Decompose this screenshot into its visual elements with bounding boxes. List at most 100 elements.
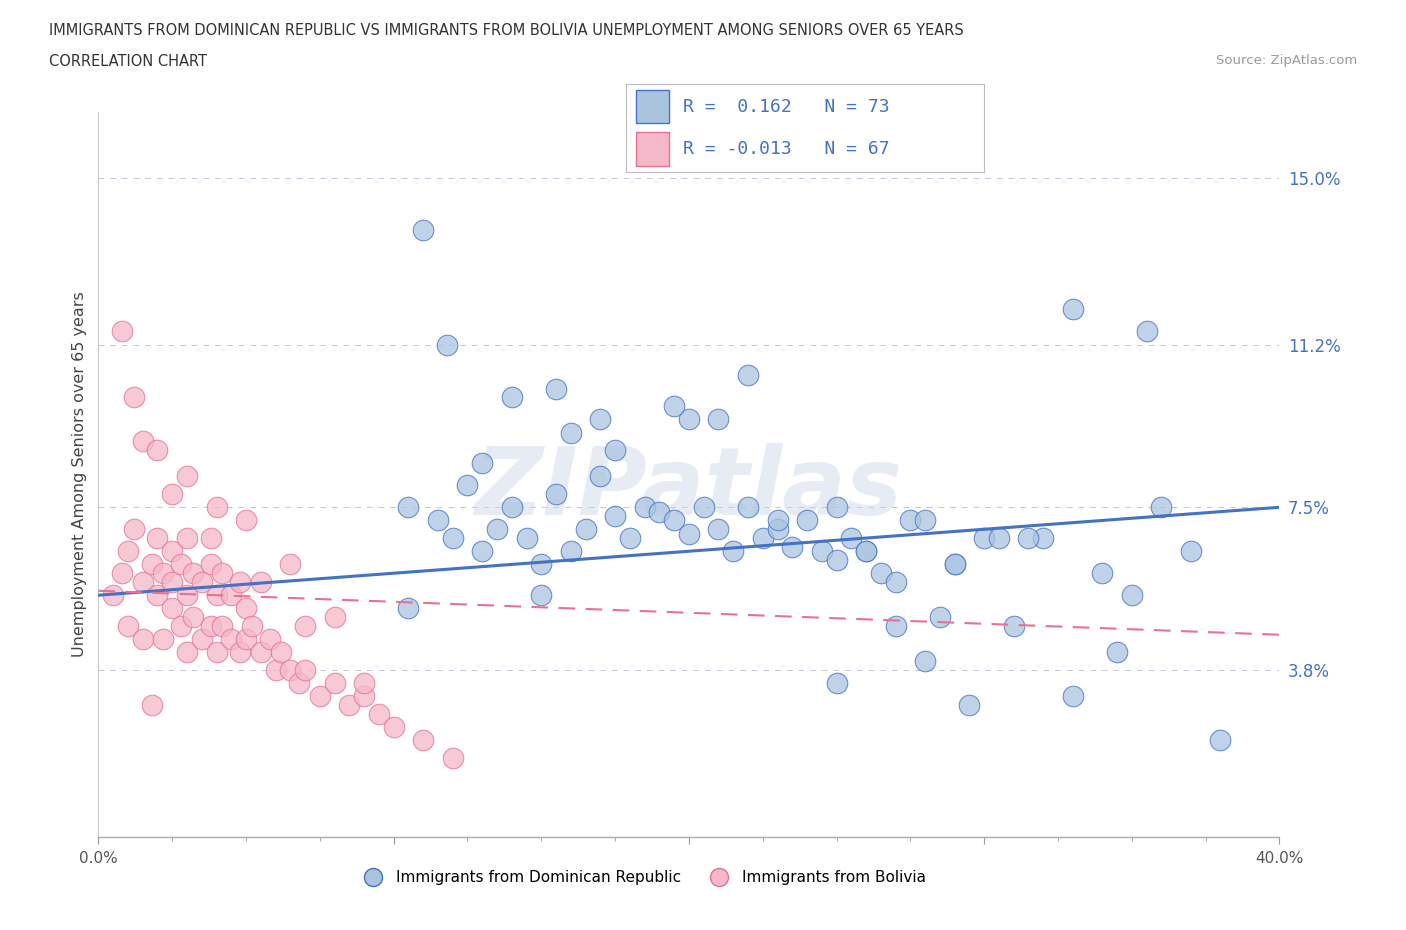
Point xyxy=(176,469,198,484)
Point xyxy=(117,618,139,633)
Point xyxy=(170,557,193,572)
Point xyxy=(1180,544,1202,559)
Point xyxy=(170,618,193,633)
Point xyxy=(782,539,804,554)
Point xyxy=(288,676,311,691)
Point xyxy=(250,644,273,659)
Text: R =  0.162   N = 73: R = 0.162 N = 73 xyxy=(683,98,890,115)
Point xyxy=(1018,531,1040,546)
Point xyxy=(205,499,228,514)
Point xyxy=(368,707,391,722)
Point xyxy=(111,324,134,339)
Point xyxy=(441,531,464,546)
Point xyxy=(152,565,174,580)
Point xyxy=(589,469,612,484)
Point xyxy=(737,499,759,514)
Point xyxy=(211,565,233,580)
Point xyxy=(471,456,494,471)
Point xyxy=(664,399,686,414)
Point xyxy=(412,733,434,748)
Point xyxy=(176,644,198,659)
Point xyxy=(825,499,848,514)
Point xyxy=(693,499,716,514)
Point xyxy=(382,720,405,735)
Point xyxy=(1209,733,1232,748)
Bar xyxy=(637,90,669,124)
Point xyxy=(959,698,981,712)
Point xyxy=(436,338,458,352)
Point xyxy=(560,544,582,559)
Point xyxy=(176,531,198,546)
Point xyxy=(900,513,922,528)
Point xyxy=(339,698,361,712)
Point xyxy=(1150,499,1173,514)
Legend: Immigrants from Dominican Republic, Immigrants from Bolivia: Immigrants from Dominican Republic, Immi… xyxy=(352,864,932,891)
Point xyxy=(605,509,627,524)
Point xyxy=(229,644,252,659)
Point xyxy=(796,513,818,528)
Bar xyxy=(637,132,669,166)
Point xyxy=(221,631,243,646)
Point xyxy=(634,499,657,514)
Point xyxy=(1062,302,1084,317)
Point xyxy=(810,544,832,559)
Point xyxy=(240,618,263,633)
Point xyxy=(146,531,169,546)
Point xyxy=(678,412,700,427)
Point xyxy=(870,565,893,580)
Point xyxy=(200,557,222,572)
Point xyxy=(1032,531,1054,546)
Point xyxy=(191,575,214,590)
Point xyxy=(546,486,568,501)
Point xyxy=(152,631,174,646)
Point xyxy=(309,689,332,704)
Point xyxy=(323,676,346,691)
Point xyxy=(162,486,183,501)
Point xyxy=(141,698,163,712)
Point xyxy=(294,662,316,677)
Point xyxy=(457,478,479,493)
Point xyxy=(162,544,183,559)
Point xyxy=(605,443,627,458)
Point xyxy=(200,531,222,546)
Point xyxy=(117,544,139,559)
Point xyxy=(471,544,494,559)
Point xyxy=(737,368,759,383)
Point xyxy=(111,565,134,580)
Point xyxy=(943,557,966,572)
Point xyxy=(398,499,420,514)
Point xyxy=(229,575,252,590)
Point xyxy=(205,644,228,659)
Point xyxy=(259,631,281,646)
Point xyxy=(884,575,907,590)
Point xyxy=(146,443,169,458)
Point xyxy=(530,557,553,572)
Point xyxy=(353,689,375,704)
Point xyxy=(1121,588,1143,603)
Point xyxy=(250,575,273,590)
Point xyxy=(914,513,936,528)
Point xyxy=(943,557,966,572)
Point xyxy=(205,588,228,603)
Point xyxy=(132,575,155,590)
Point xyxy=(122,390,145,405)
Point xyxy=(516,531,538,546)
Point xyxy=(132,631,155,646)
Point xyxy=(200,618,222,633)
Point xyxy=(146,588,169,603)
Text: IMMIGRANTS FROM DOMINICAN REPUBLIC VS IMMIGRANTS FROM BOLIVIA UNEMPLOYMENT AMONG: IMMIGRANTS FROM DOMINICAN REPUBLIC VS IM… xyxy=(49,23,965,38)
Text: Source: ZipAtlas.com: Source: ZipAtlas.com xyxy=(1216,54,1357,67)
Point xyxy=(825,552,848,567)
Point xyxy=(1107,644,1129,659)
Point xyxy=(162,575,183,590)
Point xyxy=(575,522,598,537)
Point xyxy=(619,531,641,546)
Point xyxy=(294,618,316,633)
Point xyxy=(280,662,302,677)
Point xyxy=(280,557,302,572)
Point xyxy=(122,522,145,537)
Point xyxy=(988,531,1011,546)
Point xyxy=(929,610,952,625)
Point xyxy=(530,588,553,603)
Point xyxy=(176,588,198,603)
